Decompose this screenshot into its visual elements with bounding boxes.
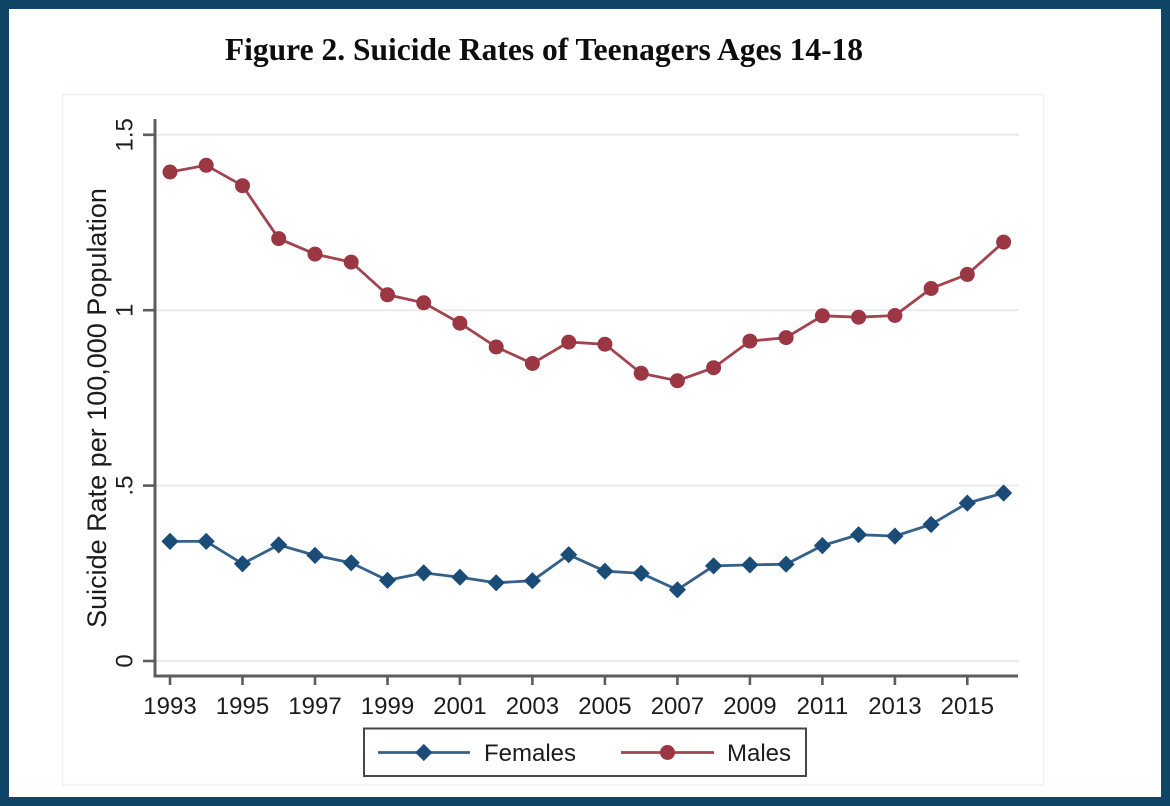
svg-text:Males: Males [727,740,791,767]
svg-text:2009: 2009 [723,693,776,720]
svg-text:2005: 2005 [578,693,631,720]
svg-text:2013: 2013 [868,693,921,720]
svg-text:1997: 1997 [288,693,341,720]
svg-text:0: 0 [112,654,139,667]
svg-text:1.5: 1.5 [112,118,139,151]
svg-text:2015: 2015 [941,693,994,720]
svg-text:1999: 1999 [361,693,414,720]
svg-text:2011: 2011 [797,693,849,720]
svg-text:Suicide Rate per 100,000 Popul: Suicide Rate per 100,000 Population [82,188,112,628]
svg-text:2001: 2001 [433,693,486,720]
svg-text:2003: 2003 [506,693,559,720]
svg-text:1995: 1995 [216,693,269,720]
svg-text:1993: 1993 [143,693,196,720]
svg-text:Females: Females [484,740,576,767]
svg-text:2007: 2007 [651,693,704,720]
svg-text:1: 1 [112,304,139,317]
svg-text:.5: .5 [112,476,139,496]
